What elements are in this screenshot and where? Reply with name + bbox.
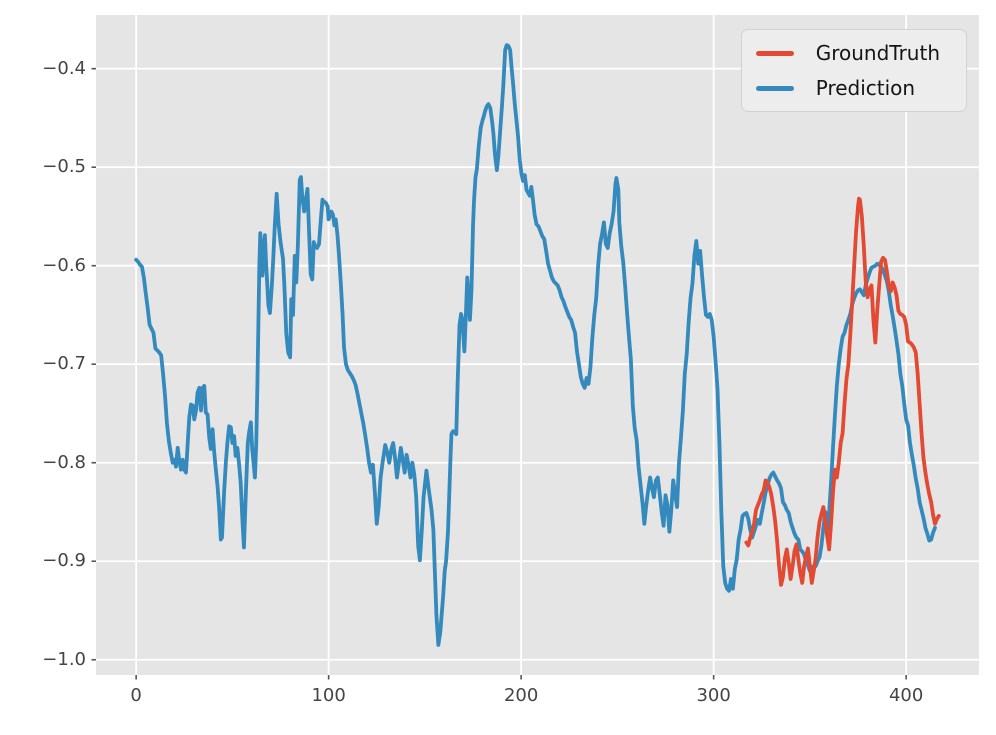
- y-tick-label: −0.7: [42, 353, 86, 375]
- x-tick-label: 400: [888, 685, 924, 706]
- x-tick-label: 200: [503, 685, 539, 706]
- y-tick-label: −1.0: [42, 648, 86, 670]
- legend: GroundTruth Prediction: [740, 29, 967, 112]
- prediction-line-swatch: [755, 85, 794, 91]
- legend-entry-groundtruth: GroundTruth: [755, 41, 940, 65]
- y-tick-label: −0.8: [42, 451, 86, 473]
- y-tick-label: −0.4: [42, 57, 86, 79]
- groundtruth-line-swatch: [755, 50, 794, 56]
- axes-background: [96, 15, 979, 675]
- plot-area: GroundTruth Prediction: [91, 15, 979, 680]
- x-tick-label: 100: [311, 685, 346, 706]
- y-tick-label: −0.9: [42, 550, 86, 572]
- line-chart-canvas: [91, 15, 979, 680]
- prediction-line: [134, 43, 937, 647]
- y-tick-label: −0.6: [42, 254, 86, 276]
- legend-entry-prediction: Prediction: [755, 76, 940, 100]
- groundtruth-line: [744, 196, 941, 587]
- x-tick-label: 300: [696, 685, 731, 706]
- legend-label-groundtruth: GroundTruth: [815, 41, 940, 65]
- legend-label-prediction: Prediction: [815, 76, 916, 100]
- x-tick-label: 0: [130, 685, 142, 706]
- y-tick-label: −0.5: [42, 156, 86, 178]
